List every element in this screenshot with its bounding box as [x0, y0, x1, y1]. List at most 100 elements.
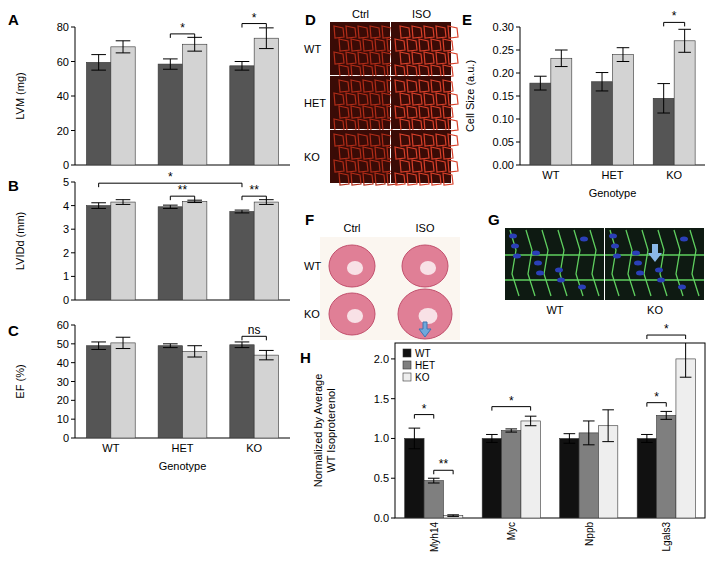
- x-tick-label: Myc: [506, 522, 517, 540]
- legend-swatch: [403, 361, 411, 369]
- chart-panel: ECell Size (a.u.)Genotype0.000.050.100.1…: [462, 9, 705, 199]
- y-tick-label: 30: [57, 376, 69, 388]
- bar: [230, 345, 254, 438]
- y-tick-label: 50: [57, 338, 69, 350]
- bar: [254, 355, 278, 438]
- error-bar: [187, 37, 202, 51]
- error-bar: [163, 344, 178, 348]
- bar: [676, 359, 695, 518]
- y-tick: [71, 96, 75, 97]
- nucleus: [555, 268, 563, 273]
- significance-label: **: [249, 183, 259, 197]
- error-bar: [564, 434, 576, 444]
- y-tick: [71, 343, 75, 344]
- y-axis-label: LVM (mg): [14, 72, 26, 119]
- bar: [613, 55, 634, 165]
- significance-label: *: [180, 21, 185, 35]
- bar: [530, 83, 551, 165]
- nucleus: [513, 254, 521, 259]
- cell-outline: [395, 80, 458, 131]
- panel-label: D: [305, 11, 316, 28]
- nucleus: [536, 271, 544, 276]
- nucleus: [580, 237, 588, 242]
- error-bar: [91, 55, 106, 71]
- error-bar: [617, 48, 630, 62]
- y-axis: [520, 27, 521, 165]
- error-bar: [602, 410, 614, 442]
- x-tick-label: KO: [246, 442, 262, 454]
- y-tick: [71, 400, 75, 401]
- y-tick-label: 60: [57, 319, 69, 331]
- column-label: ISO: [416, 222, 435, 234]
- error-bar: [259, 200, 274, 205]
- bar: [637, 438, 656, 518]
- panel-label: H: [300, 349, 311, 366]
- panel-label: B: [8, 177, 19, 194]
- y-tick: [71, 438, 75, 439]
- y-tick: [516, 142, 520, 143]
- arrow: [419, 322, 431, 337]
- y-tick: [71, 182, 75, 183]
- y-tick: [391, 518, 395, 519]
- bar: [482, 438, 501, 518]
- significance-label: *: [672, 9, 677, 23]
- x-tick-label: Nppb: [584, 522, 595, 546]
- bar: [230, 212, 254, 301]
- ventricle-lumen: [420, 261, 436, 275]
- error-bar: [116, 200, 131, 205]
- error-bar: [583, 421, 595, 445]
- panel-label: F: [305, 211, 314, 228]
- x-tick-label: HET: [172, 442, 194, 454]
- bar: [560, 438, 579, 518]
- bar: [86, 346, 110, 438]
- nucleus: [636, 271, 644, 276]
- y-tick-label: 0.05: [493, 136, 514, 148]
- bar: [521, 421, 540, 518]
- y-tick: [516, 119, 520, 120]
- y-tick: [516, 165, 520, 166]
- error-bar: [235, 342, 250, 348]
- micrograph: [505, 228, 604, 300]
- y-tick-label: 5: [63, 176, 69, 188]
- legend-label: WT: [415, 348, 431, 359]
- ventricle-lumen: [347, 309, 363, 323]
- y-tick-label: 0.10: [493, 113, 514, 125]
- panel-label: G: [488, 211, 500, 228]
- membrane-stain: [605, 230, 704, 296]
- y-axis-label: WT Isoproterenol: [325, 388, 337, 472]
- error-bar: [525, 416, 537, 426]
- y-tick-label: 3: [63, 223, 69, 235]
- heart-section: [329, 293, 375, 335]
- column-label: ISO: [412, 8, 431, 20]
- y-axis-label: EF (%): [14, 364, 26, 398]
- y-tick: [71, 130, 75, 131]
- marks: [405, 343, 696, 518]
- bar: [183, 44, 207, 165]
- y-tick-label: 0.25: [493, 44, 514, 56]
- heart-section: [398, 289, 452, 339]
- bar: [158, 64, 182, 165]
- y-tick-label: 1.5: [374, 393, 389, 405]
- y-axis: [75, 182, 76, 300]
- background: [0, 0, 717, 562]
- significance-label: *: [168, 170, 173, 184]
- bar: [443, 516, 462, 518]
- significance-label: *: [654, 390, 659, 404]
- bar: [111, 47, 135, 165]
- bar: [502, 431, 521, 519]
- y-tick: [391, 478, 395, 479]
- nucleus: [557, 278, 565, 283]
- error-bar: [680, 343, 692, 377]
- error-bar: [91, 203, 106, 209]
- error-bar: [163, 205, 178, 208]
- bar: [183, 201, 207, 300]
- y-tick-label: 20: [57, 394, 69, 406]
- bar: [183, 351, 207, 438]
- y-tick-label: 0: [63, 159, 69, 171]
- marks: [86, 337, 278, 438]
- micrograph: [605, 228, 704, 300]
- error-bar: [678, 29, 691, 52]
- nucleus: [511, 244, 519, 249]
- column-label: Ctrl: [343, 222, 360, 234]
- chart-panel: ALVM (mg)020406080**: [8, 11, 290, 171]
